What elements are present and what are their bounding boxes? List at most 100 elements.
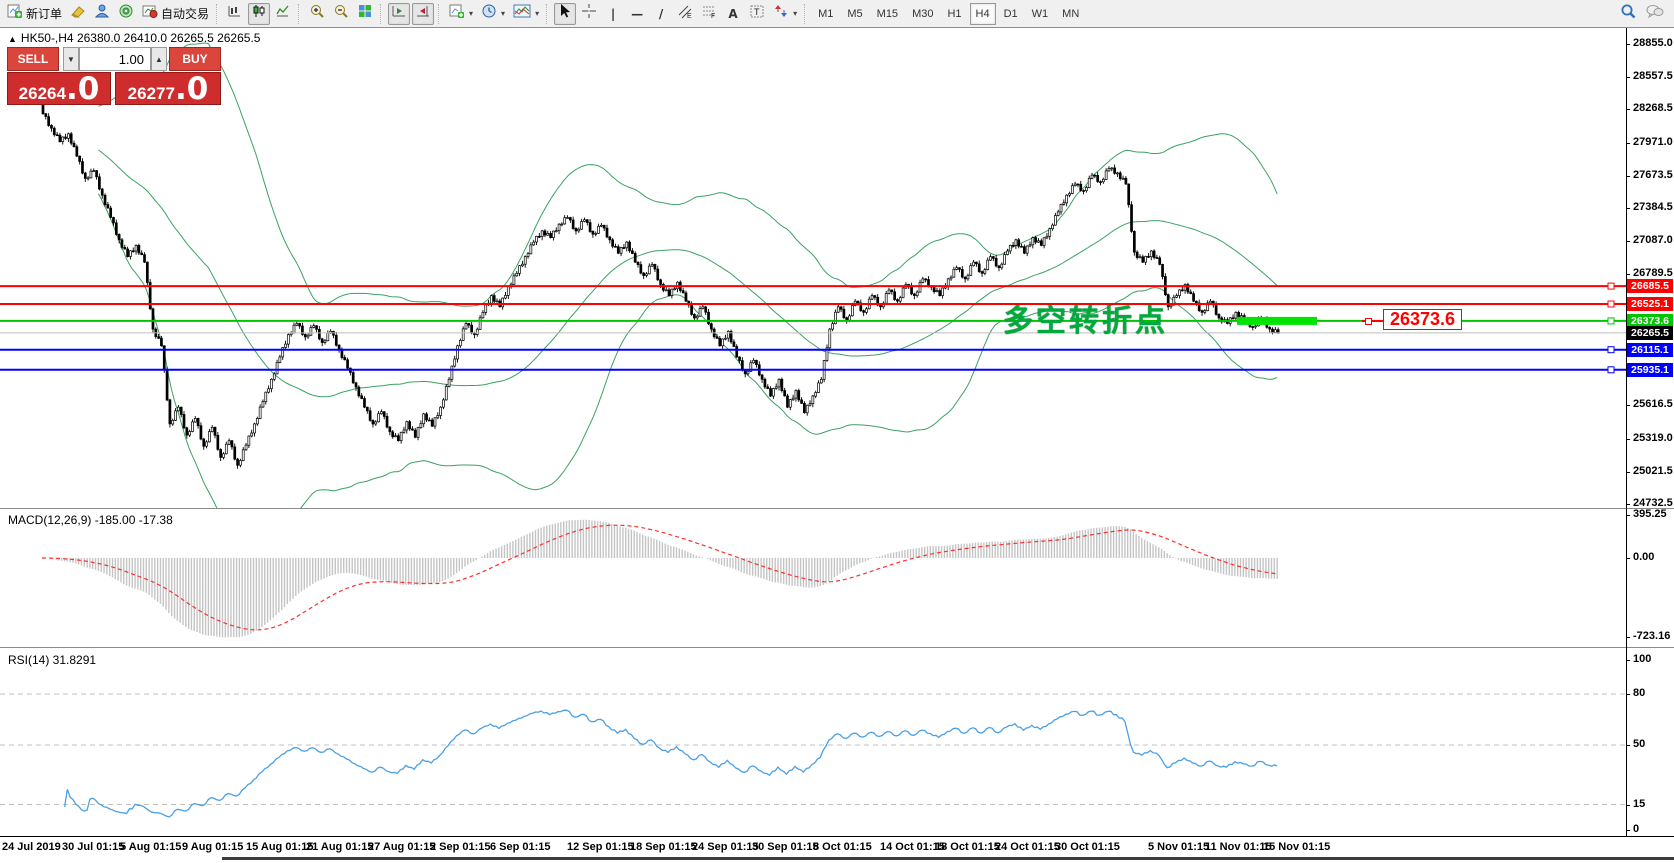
- line-chart-button[interactable]: [272, 3, 294, 25]
- price-axis-line[interactable]: [1626, 28, 1627, 836]
- price-tag-annotation[interactable]: 26373.6: [1383, 309, 1462, 330]
- candle-body: [1006, 250, 1009, 255]
- zoom-out-button[interactable]: [330, 3, 352, 25]
- timeframe-w1-button[interactable]: W1: [1031, 7, 1049, 20]
- main-chart-canvas[interactable]: [0, 28, 1626, 508]
- toolbar-border: [0, 27, 1674, 28]
- candle-body: [543, 230, 547, 236]
- timeframe-m15-button[interactable]: M15: [876, 7, 899, 20]
- candle-body: [552, 230, 555, 238]
- price-axis-tick: [1626, 471, 1630, 473]
- time-axis[interactable]: 24 Jul 2019 30 Jul 01:15 5 Aug 01:15 9 Aug …: [0, 838, 1674, 856]
- price-axis-label: 28557.5: [1633, 70, 1673, 83]
- candle-body: [597, 225, 600, 234]
- tile-windows-button[interactable]: [354, 3, 376, 25]
- candle-body: [546, 233, 550, 236]
- candle-body: [75, 146, 79, 157]
- vertical-line-button[interactable]: |: [602, 3, 624, 25]
- search-button[interactable]: [1617, 3, 1640, 25]
- rsi-axis-label: 80: [1633, 687, 1646, 699]
- candle-body: [1206, 302, 1210, 311]
- candle-body: [301, 325, 304, 335]
- signal-button[interactable]: [115, 3, 137, 25]
- autotrading-button[interactable]: 自动交易: [139, 3, 212, 25]
- timeframe-h1-button[interactable]: H1: [947, 7, 962, 20]
- candle-body: [177, 406, 180, 412]
- rsi-axis-label: 0: [1633, 823, 1640, 835]
- candle-body: [673, 288, 677, 291]
- sell-button[interactable]: SELL: [7, 47, 59, 71]
- timeframe-d1-button[interactable]: D1: [1003, 7, 1018, 20]
- time-axis-label: 18 Oct 01:15: [935, 841, 1000, 853]
- time-axis-label: 24 Oct 01:15: [995, 841, 1060, 853]
- text-label-button[interactable]: T: [746, 3, 768, 25]
- crosshair-button[interactable]: [578, 3, 600, 25]
- candle-body: [1020, 245, 1023, 248]
- level-line-handle[interactable]: [1607, 346, 1615, 354]
- zoom-in-button[interactable]: [306, 3, 328, 25]
- candle-body: [89, 170, 93, 179]
- horizontal-line-button[interactable]: —: [626, 3, 648, 25]
- eraser-button[interactable]: [67, 3, 89, 25]
- pane-separator[interactable]: [0, 647, 1674, 648]
- candle-body: [726, 330, 730, 339]
- equidistant-channel-button[interactable]: E: [674, 3, 696, 25]
- candle-body: [185, 427, 189, 436]
- sell-quote[interactable]: 26264.0: [7, 72, 111, 105]
- timeframe-mn-button[interactable]: MN: [1062, 7, 1080, 20]
- timeframe-m5-button[interactable]: M5: [847, 7, 863, 20]
- candle-body: [1121, 177, 1125, 180]
- candle-body: [1082, 190, 1085, 192]
- expert-advisor-button[interactable]: [91, 3, 113, 25]
- candle-body: [602, 224, 606, 229]
- candle-body: [724, 337, 727, 340]
- turning-point-annotation[interactable]: 多空转折点: [1003, 305, 1168, 338]
- autoscroll-button[interactable]: [388, 2, 411, 25]
- trendline-button[interactable]: /: [650, 3, 672, 25]
- candlestick-chart-button[interactable]: [248, 2, 271, 25]
- one-click-trade-panel: SELL ▼ 1.00 ▲ BUY 26264.0 26277.0: [7, 45, 221, 105]
- period-button[interactable]: ▾: [478, 3, 508, 25]
- templates-button[interactable]: ▾: [510, 3, 542, 25]
- buy-button[interactable]: BUY: [169, 47, 221, 71]
- text-button[interactable]: A: [722, 3, 744, 25]
- candle-body: [137, 245, 141, 254]
- arrows-button[interactable]: ▾: [770, 3, 800, 25]
- volume-input[interactable]: 1.00: [79, 47, 151, 71]
- new-chart-button[interactable]: ▾: [446, 3, 476, 25]
- price-axis-tick: [1626, 77, 1630, 79]
- chart-shift-button[interactable]: [412, 2, 435, 25]
- timeframe-m1-button[interactable]: M1: [818, 7, 834, 20]
- level-line-handle[interactable]: [1607, 282, 1615, 290]
- new-order-button[interactable]: 新订单: [4, 3, 65, 25]
- level-line-handle[interactable]: [1607, 366, 1615, 374]
- candle-body: [958, 267, 961, 270]
- candle-body: [1231, 317, 1235, 320]
- candle-body: [1110, 167, 1114, 170]
- candle-body: [1017, 239, 1021, 247]
- trend-highlight-bar[interactable]: [1237, 316, 1317, 325]
- candle-body: [614, 245, 617, 248]
- level-line-handle[interactable]: [1607, 300, 1615, 308]
- volume-decrease-button[interactable]: ▼: [63, 47, 79, 71]
- candle-body: [1011, 244, 1015, 247]
- level-line-handle[interactable]: [1607, 317, 1615, 325]
- buy-quote[interactable]: 26277.0: [115, 72, 221, 105]
- volume-increase-button[interactable]: ▲: [151, 47, 167, 71]
- candle-body: [856, 300, 860, 304]
- bar-chart-button[interactable]: [224, 3, 246, 25]
- timeframe-h4-button[interactable]: H4: [969, 2, 996, 25]
- timeframe-m30-button[interactable]: M30: [912, 7, 934, 20]
- candle-body: [1169, 304, 1173, 308]
- pane-separator[interactable]: [0, 508, 1674, 509]
- fibonacci-button[interactable]: F: [698, 3, 720, 25]
- cursor-button[interactable]: [554, 2, 577, 25]
- candle-body: [935, 290, 939, 292]
- rsi-chart-canvas[interactable]: [0, 650, 1626, 836]
- collapse-panel-icon[interactable]: ▲: [8, 34, 17, 44]
- period-clock-icon: [481, 3, 497, 24]
- candle-body: [365, 406, 369, 412]
- macd-chart-canvas[interactable]: [0, 510, 1626, 647]
- horizontal-scrollbar[interactable]: [222, 857, 1674, 860]
- chat-button[interactable]: [1642, 3, 1667, 25]
